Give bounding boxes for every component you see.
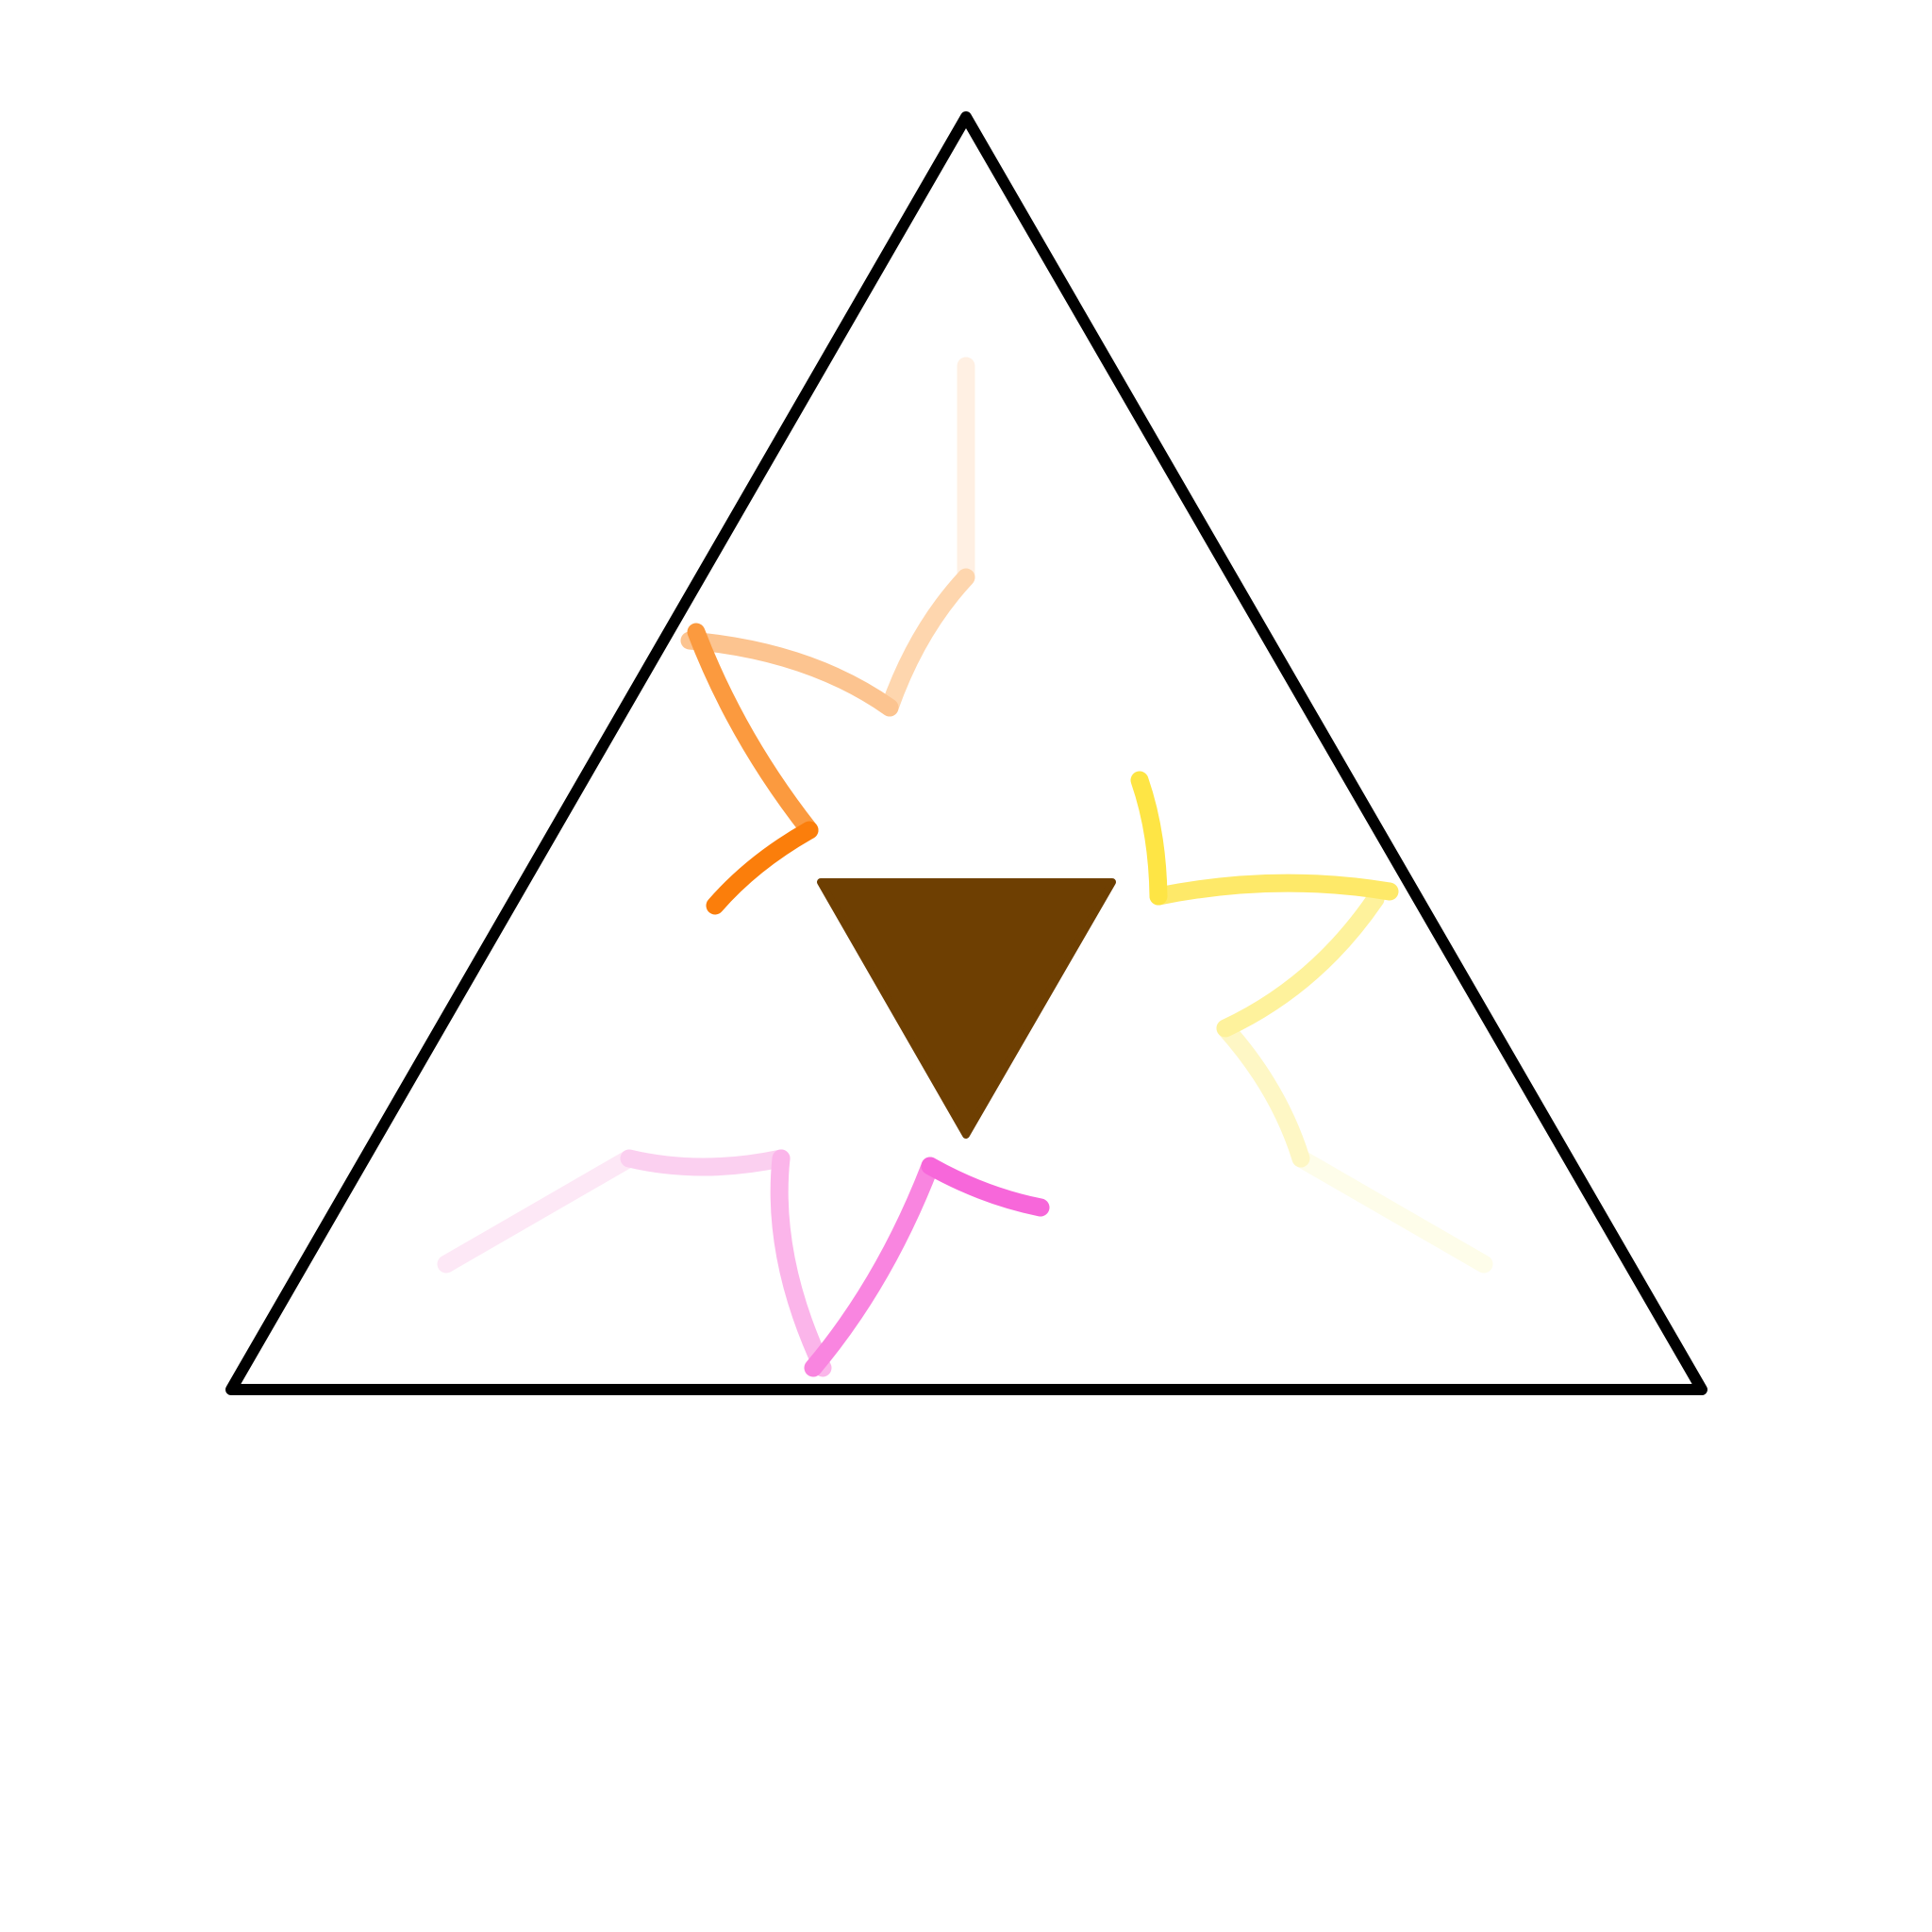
arm-yellow-segment-3 [1216, 890, 1385, 1038]
arm-yellow-segment-5 [1130, 771, 1168, 906]
arm-pink-segment-5 [921, 1157, 1050, 1217]
arm-yellow-segment-2 [1216, 1019, 1310, 1168]
arm-pink-segment-2 [620, 1149, 791, 1176]
arm-pink [437, 1149, 1050, 1377]
arm-pink-segment-3 [770, 1149, 832, 1377]
arm-orange-segment-2 [880, 568, 975, 717]
arm-orange-segment-4 [687, 623, 819, 840]
arm-orange-segment-3 [680, 631, 899, 717]
outer-triangle [225, 111, 1707, 1395]
arm-yellow [1130, 771, 1493, 1274]
arm-pink-segment-1 [437, 1149, 639, 1274]
center-triangle [817, 878, 1116, 1139]
arm-yellow-segment-4 [1149, 874, 1399, 906]
arm-pink-segment-4 [804, 1157, 940, 1377]
arm-orange [680, 357, 975, 915]
arm-yellow-segment-1 [1291, 1149, 1493, 1274]
arm-orange-segment-5 [706, 821, 819, 915]
